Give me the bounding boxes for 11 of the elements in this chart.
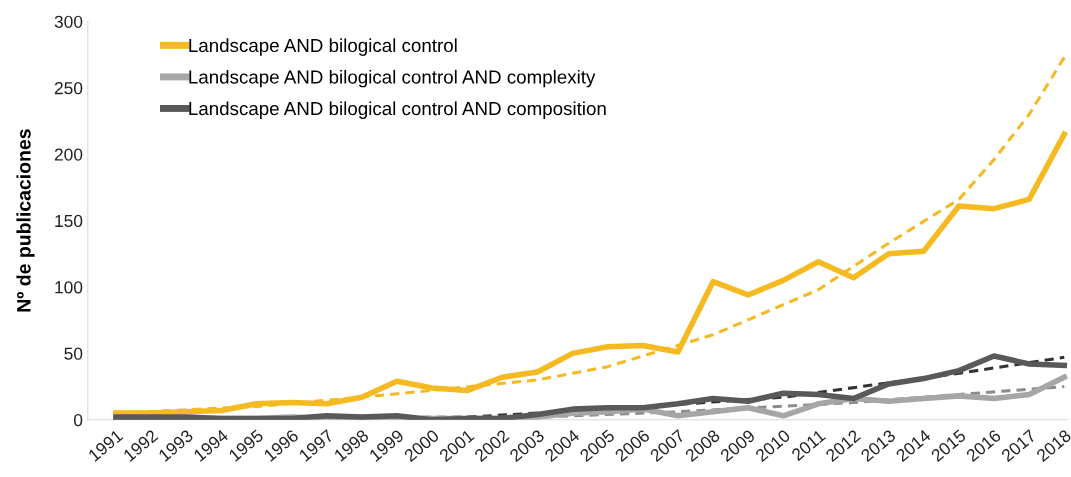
y-axis-title: Nº de publicaciones [16, 129, 35, 312]
y-tick-label: 250 [54, 82, 83, 95]
legend-label: Landscape AND bilogical control AND complexity [189, 69, 596, 88]
legend-label: Landscape AND bilogical control [189, 38, 457, 56]
legend-label: Landscape AND bilogical control AND composition [189, 101, 606, 119]
y-tick-label: 100 [55, 281, 83, 294]
y-tick-label: 300 [54, 15, 83, 28]
y-tick-label: 0 [73, 413, 83, 427]
y-tick-label: 200 [54, 148, 83, 161]
y-tick-label: 150 [55, 214, 83, 228]
y-tick-label: 50 [64, 347, 83, 360]
